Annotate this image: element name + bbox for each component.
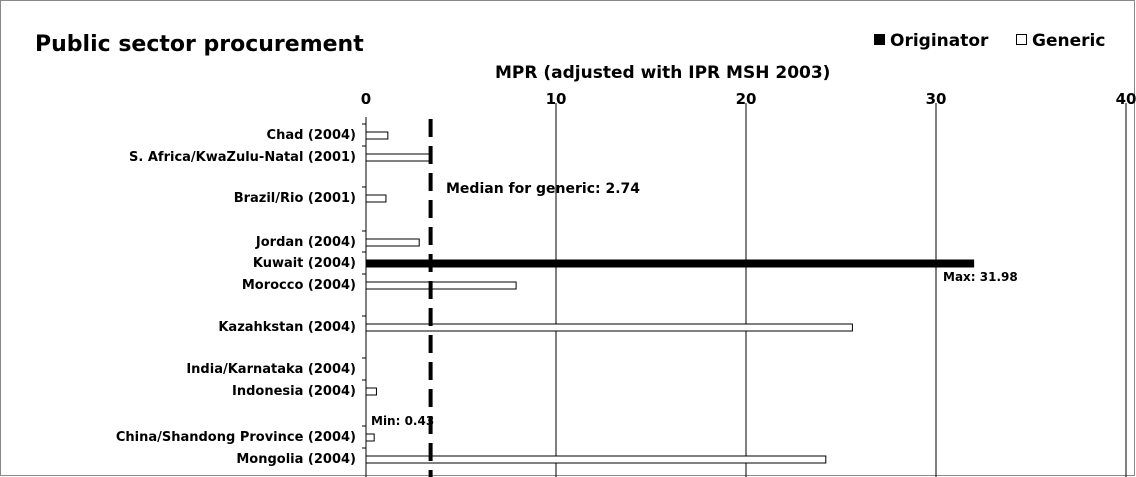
- max-annotation: Max: 31.98: [943, 270, 1018, 284]
- x-tick-label: 30: [926, 90, 947, 108]
- category-label: China/Shandong Province (2004): [116, 430, 356, 445]
- x-tick-label: 0: [361, 90, 371, 108]
- x-tick-label: 40: [1116, 90, 1136, 108]
- x-tick-label: 20: [736, 90, 757, 108]
- legend-swatch-generic: [1016, 34, 1027, 45]
- median-label: Median for generic: 2.74: [446, 181, 640, 197]
- category-label: Jordan (2004): [255, 235, 356, 250]
- x-axis-title: MPR (adjusted with IPR MSH 2003): [495, 63, 831, 83]
- bar-generic: [365, 131, 389, 140]
- bar-originator: [365, 259, 975, 268]
- legend-item-originator: Originator: [874, 31, 988, 51]
- bar-generic: [365, 238, 420, 247]
- category-label: Morocco (2004): [242, 278, 356, 293]
- legend-swatch-originator: [874, 34, 885, 45]
- category-label: S. Africa/KwaZulu-Natal (2001): [129, 150, 356, 165]
- bar-generic: [365, 281, 517, 290]
- category-label: Chad (2004): [267, 128, 356, 143]
- category-label: Kuwait (2004): [253, 256, 356, 271]
- category-label: Indonesia (2004): [232, 384, 356, 399]
- bar-generic: [365, 387, 377, 396]
- bar-generic: [365, 455, 827, 464]
- category-label: Kazahkstan (2004): [218, 320, 356, 335]
- chart-title: Public sector procurement: [35, 32, 364, 57]
- legend-label-generic: Generic: [1032, 31, 1106, 51]
- bar-generic: [365, 433, 375, 442]
- min-annotation: Min: 0.43: [371, 414, 434, 428]
- category-label: India/Karnataka (2004): [186, 362, 356, 377]
- bar-generic: [365, 153, 432, 162]
- legend-label-originator: Originator: [890, 31, 989, 51]
- bar-generic: [365, 323, 853, 332]
- bar-generic: [365, 194, 387, 203]
- x-tick-label: 10: [546, 90, 567, 108]
- category-label: Mongolia (2004): [236, 452, 356, 467]
- category-label: Brazil/Rio (2001): [234, 191, 356, 206]
- legend-item-generic: Generic: [1016, 31, 1105, 51]
